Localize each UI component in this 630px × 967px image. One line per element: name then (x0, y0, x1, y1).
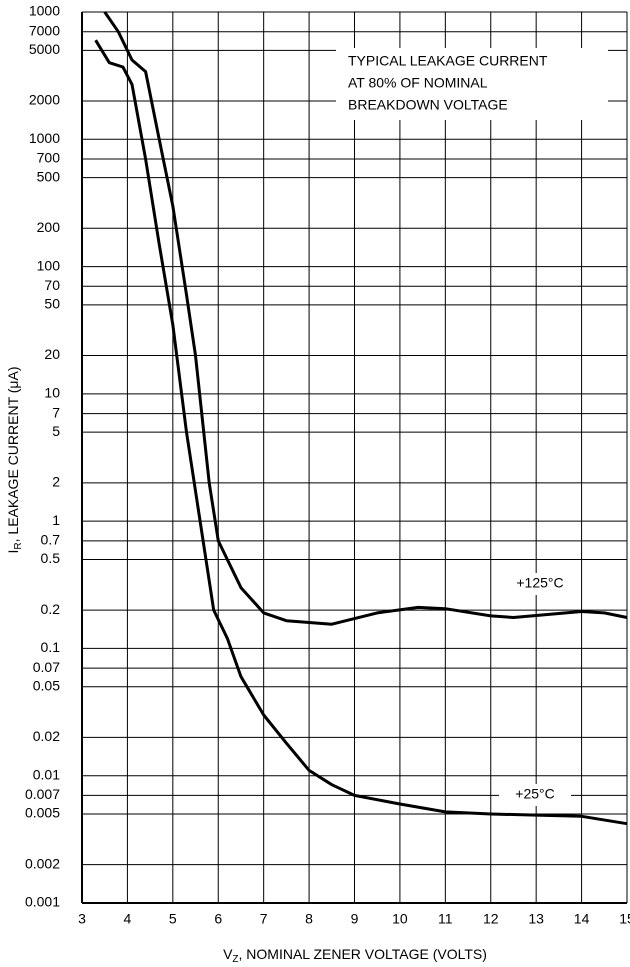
annotation-line: BREAKDOWN VOLTAGE (348, 97, 508, 113)
x-tick-label: 6 (214, 911, 222, 927)
x-tick-label: 10 (392, 911, 408, 927)
y-axis-label: IR, LEAKAGE CURRENT (μA) (5, 367, 24, 554)
y-tick-label: 2 (52, 474, 60, 490)
series-line (103, 11, 628, 626)
x-tick-label: 14 (574, 911, 590, 927)
y-label-subscript: R (13, 542, 24, 549)
y-tick-label: 0.005 (25, 805, 60, 821)
y-tick-label: 700 (37, 150, 61, 166)
x-tick-label: 5 (169, 911, 177, 927)
y-tick-label: 0.05 (33, 677, 60, 693)
y-tick-label: 1 (52, 512, 60, 528)
series-line (94, 39, 628, 826)
x-tick-label: 9 (351, 911, 359, 927)
x-tick-label: 15 (619, 911, 630, 927)
annotation-line: AT 80% OF NOMINAL (348, 75, 488, 91)
y-tick-label: 0.001 (25, 894, 60, 910)
y-tick-label: 1000 (29, 130, 60, 146)
y-tick-label: 70 (44, 277, 60, 293)
y-label-symbol: I (5, 550, 21, 554)
y-tick-label: 0.2 (41, 601, 61, 617)
label-bg (499, 784, 571, 806)
curves (94, 11, 628, 826)
label-bg (504, 573, 576, 595)
y-tick-label: 7 (52, 404, 60, 420)
y-tick-label: 1000 (29, 3, 60, 19)
x-tick-label: 3 (78, 911, 86, 927)
y-tick-label: 5 (52, 423, 60, 439)
x-tick-label: 8 (305, 911, 313, 927)
y-tick-label: 0.07 (33, 659, 60, 675)
x-tick-label: 13 (528, 911, 544, 927)
series-label: +125°C (516, 575, 563, 591)
x-tick-label: 12 (483, 911, 499, 927)
y-tick-label: 0.002 (25, 855, 60, 871)
y-tick-label: 500 (37, 168, 61, 184)
y-label-text: , LEAKAGE CURRENT (μA) (5, 367, 21, 543)
x-axis-label: VZ, NOMINAL ZENER VOLTAGE (VOLTS) (223, 946, 487, 965)
y-tick-label: 5000 (29, 41, 60, 57)
x-label-text: , NOMINAL ZENER VOLTAGE (VOLTS) (239, 946, 487, 962)
x-tick-label: 7 (260, 911, 268, 927)
y-tick-label: 0.7 (41, 532, 61, 548)
x-label-subscript: Z (232, 954, 238, 965)
annotation-line: TYPICAL LEAKAGE CURRENT (348, 53, 548, 69)
y-tick-label: 0.007 (25, 786, 60, 802)
annotation-box (336, 48, 608, 120)
x-label-symbol: V (223, 946, 233, 962)
y-tick-label: 0.5 (41, 550, 61, 566)
y-tick-label: 100 (37, 257, 61, 273)
y-tick-label: 2000 (29, 92, 60, 108)
y-tick-label: 0.1 (41, 639, 61, 655)
y-tick-label: 200 (37, 219, 61, 235)
y-tick-label: 7000 (29, 22, 60, 38)
series-label: +25°C (515, 786, 554, 802)
y-tick-label: 20 (44, 346, 60, 362)
x-tick-label: 11 (438, 911, 453, 927)
grid (81, 11, 628, 904)
y-tick-label: 0.02 (33, 728, 60, 744)
x-tick-label: 4 (124, 911, 132, 927)
y-tick-label: 10 (44, 385, 60, 401)
y-tick-label: 50 (44, 296, 60, 312)
y-tick-label: 0.01 (33, 766, 60, 782)
